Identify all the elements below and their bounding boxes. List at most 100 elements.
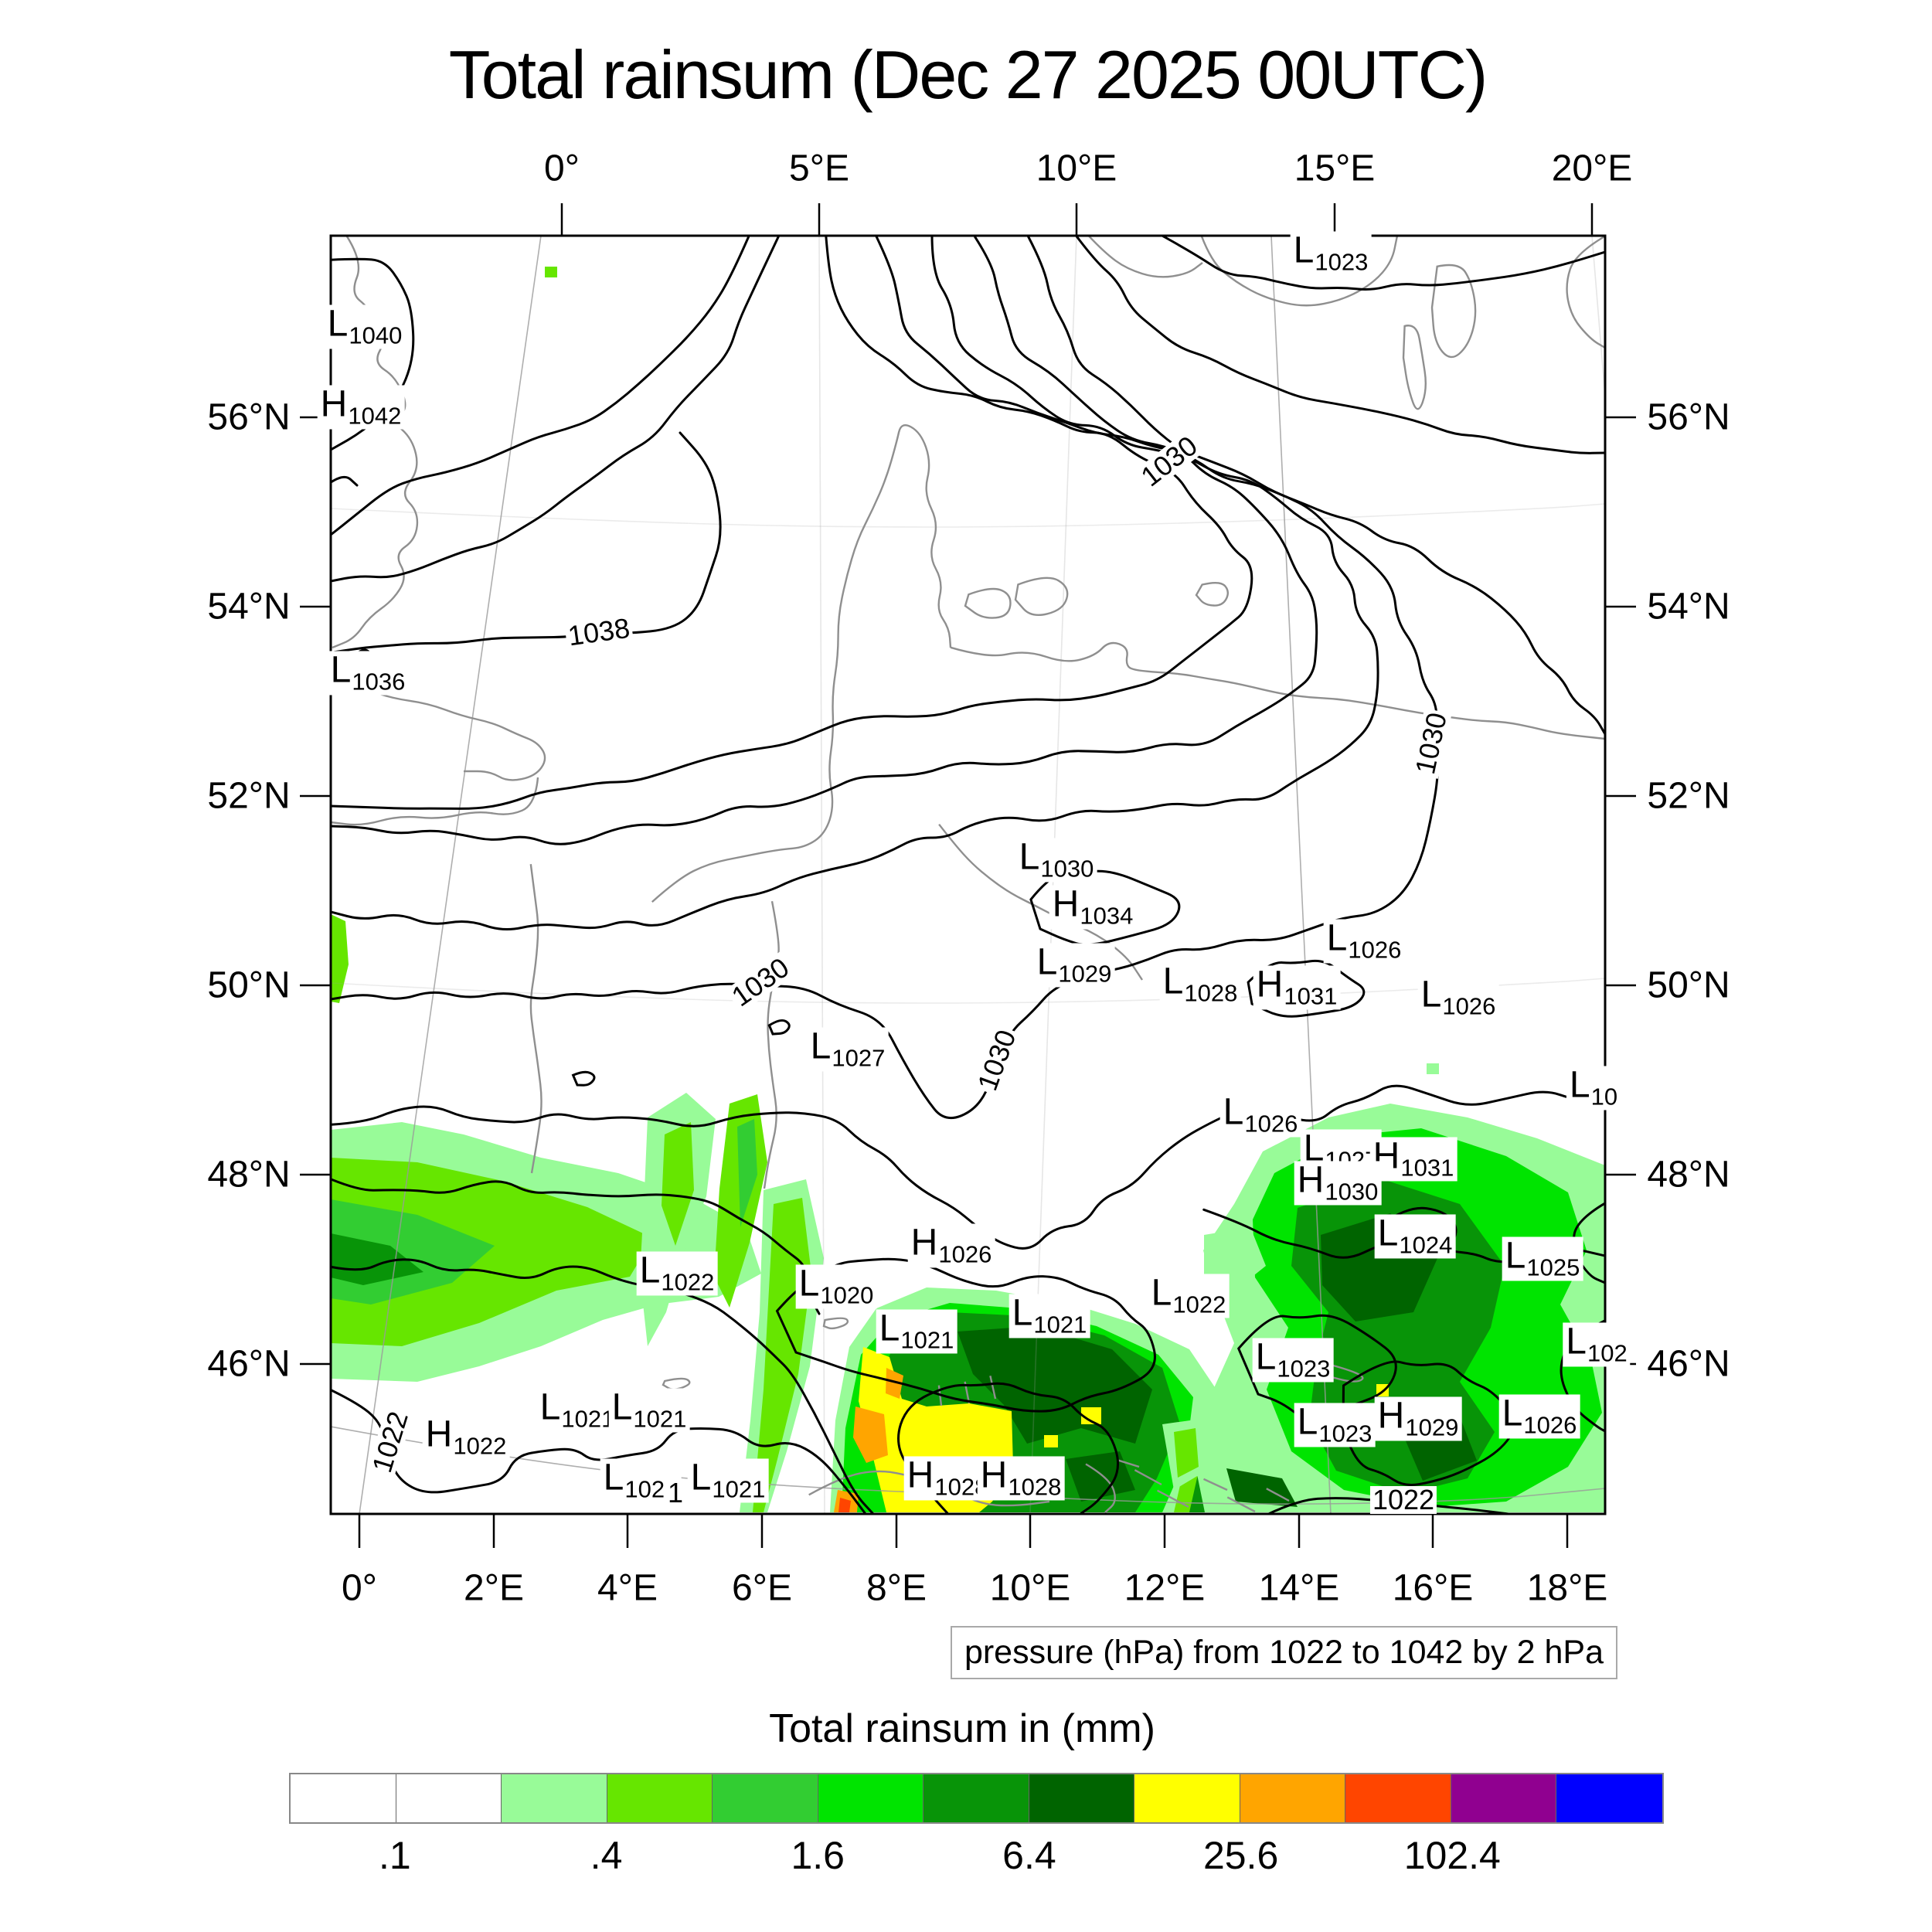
pressure-value: 1021 bbox=[712, 1475, 766, 1503]
pressure-value: 1030 bbox=[1325, 1178, 1379, 1206]
pressure-contour bbox=[331, 236, 1253, 810]
lon-label-bottom: 4°E bbox=[597, 1567, 658, 1609]
colorbar-tick-label: .1 bbox=[378, 1834, 411, 1877]
pressure-kind: L bbox=[1012, 1292, 1033, 1334]
colorbar-cell bbox=[1134, 1774, 1240, 1822]
lon-label-bottom: 10°E bbox=[989, 1567, 1071, 1609]
coastline bbox=[529, 864, 543, 1174]
pressure-value: 1036 bbox=[352, 668, 406, 696]
pressure-kind: L bbox=[798, 1263, 820, 1304]
pressure-center-label: L10 bbox=[1566, 1066, 1621, 1111]
pressure-value: 1029 bbox=[1405, 1413, 1459, 1441]
pressure-kind: L bbox=[611, 1386, 633, 1428]
pressure-kind: L bbox=[1293, 230, 1315, 271]
coastline bbox=[989, 1376, 997, 1400]
coastline bbox=[1202, 1478, 1228, 1492]
rain-area bbox=[957, 1326, 1152, 1444]
pressure-kind: L bbox=[327, 303, 349, 345]
pressure-center-label: L1027 bbox=[807, 1027, 889, 1072]
coastline bbox=[1195, 581, 1229, 607]
map-frame bbox=[329, 234, 1607, 1515]
lon-label-bottom: 8°E bbox=[866, 1567, 927, 1609]
pressure-kind: H bbox=[910, 1222, 938, 1264]
pressure-value: 1021 bbox=[1033, 1311, 1087, 1338]
pressure-value: 1022 bbox=[453, 1432, 507, 1460]
pressure-kind: L bbox=[1420, 974, 1442, 1015]
lat-label-left: 48°N bbox=[207, 1154, 291, 1196]
pressure-kind: L bbox=[1151, 1272, 1172, 1314]
contour-inline-label: 1022 bbox=[366, 1406, 414, 1478]
pressure-center-label: L1020 bbox=[795, 1263, 877, 1309]
coastline bbox=[651, 423, 952, 903]
colorbar-cell bbox=[923, 1774, 1029, 1822]
contour-inline-label: 1030 bbox=[971, 1024, 1022, 1097]
pressure-kind: L bbox=[1162, 961, 1184, 1002]
colorbar-title: Total rainsum in (mm) bbox=[769, 1706, 1155, 1751]
rain-area bbox=[853, 1406, 888, 1463]
coastline bbox=[1014, 577, 1069, 616]
pressure-center-label: H1034 bbox=[1049, 885, 1137, 930]
pressure-value: 1028 bbox=[1184, 979, 1238, 1007]
coastline bbox=[964, 587, 1012, 619]
rain-area bbox=[737, 1119, 757, 1227]
rain-area bbox=[545, 267, 557, 277]
colorbar-tick-label: 1.6 bbox=[791, 1834, 845, 1877]
coastline bbox=[1566, 236, 1605, 349]
pressure-contour bbox=[1026, 236, 1605, 736]
lon-label-bottom: 0° bbox=[342, 1567, 377, 1609]
lat-label-left: 52°N bbox=[207, 775, 291, 817]
colorbar-cell bbox=[1345, 1774, 1451, 1822]
rain-area bbox=[331, 1158, 653, 1346]
pressure-value: 1023 bbox=[1315, 248, 1369, 276]
coastline bbox=[822, 1317, 849, 1330]
colorbar-tick-label: 102.4 bbox=[1403, 1834, 1501, 1877]
pressure-kind: H bbox=[1297, 1159, 1325, 1201]
contour-inline-label: 1 bbox=[665, 1479, 686, 1507]
pressure-center-label: L1021 bbox=[876, 1309, 957, 1354]
coastline bbox=[1087, 236, 1203, 278]
graticule-line bbox=[331, 503, 1605, 528]
page-title: Total rainsum (Dec 27 2025 00UTC) bbox=[448, 36, 1488, 113]
pressure-kind: L bbox=[1566, 1321, 1587, 1362]
pressure-center-label: H1022 bbox=[422, 1415, 510, 1460]
colorbar-cell bbox=[1029, 1774, 1135, 1822]
lat-label-left: 54°N bbox=[207, 586, 291, 628]
pressure-kind: L bbox=[1297, 1401, 1318, 1443]
rain-area bbox=[1427, 1063, 1439, 1074]
pressure-center-label: L1021 bbox=[536, 1388, 618, 1433]
pressure-contour bbox=[1162, 236, 1605, 291]
colorbar-tick-label: 25.6 bbox=[1202, 1834, 1279, 1877]
pressure-contour bbox=[331, 475, 359, 487]
pressure-value: 1024 bbox=[1399, 1231, 1453, 1259]
pressure-value: 1023 bbox=[1318, 1420, 1372, 1447]
pressure-center-label: L1024 bbox=[1374, 1214, 1456, 1259]
pressure-kind: H bbox=[1377, 1395, 1405, 1437]
pressure-value: 10 bbox=[1590, 1083, 1618, 1111]
pressure-value: 102 bbox=[1587, 1339, 1628, 1367]
pressure-center-label: L1021 bbox=[608, 1386, 690, 1433]
pressure-contour bbox=[331, 1178, 821, 1315]
pressure-value: 1030 bbox=[1040, 855, 1094, 883]
pressure-center-label: H1042 bbox=[317, 385, 405, 430]
colorbar-cell bbox=[1451, 1774, 1557, 1822]
pressure-contour bbox=[897, 1382, 1120, 1514]
colorbar-cell bbox=[1556, 1774, 1662, 1822]
lon-label-top: 20°E bbox=[1551, 148, 1633, 189]
pressure-kind: L bbox=[690, 1457, 712, 1498]
rain-area bbox=[331, 914, 349, 1003]
contour-inline-label: 1038 bbox=[563, 612, 634, 651]
coastline bbox=[331, 689, 546, 781]
colorbar-cell bbox=[291, 1774, 396, 1822]
colorbar-cell bbox=[1240, 1774, 1346, 1822]
pressure-value: 1028 bbox=[1008, 1473, 1062, 1501]
lat-label-right: 48°N bbox=[1647, 1154, 1730, 1196]
pressure-center-label: H1029 bbox=[1374, 1395, 1462, 1441]
coastline bbox=[1200, 236, 1399, 307]
lon-label-top: 10°E bbox=[1036, 148, 1117, 189]
pressure-kind: H bbox=[980, 1454, 1008, 1496]
pressure-value: 1020 bbox=[820, 1281, 874, 1309]
pressure-value: 1026 bbox=[1442, 992, 1496, 1020]
pressure-value: 1031 bbox=[1284, 982, 1338, 1010]
